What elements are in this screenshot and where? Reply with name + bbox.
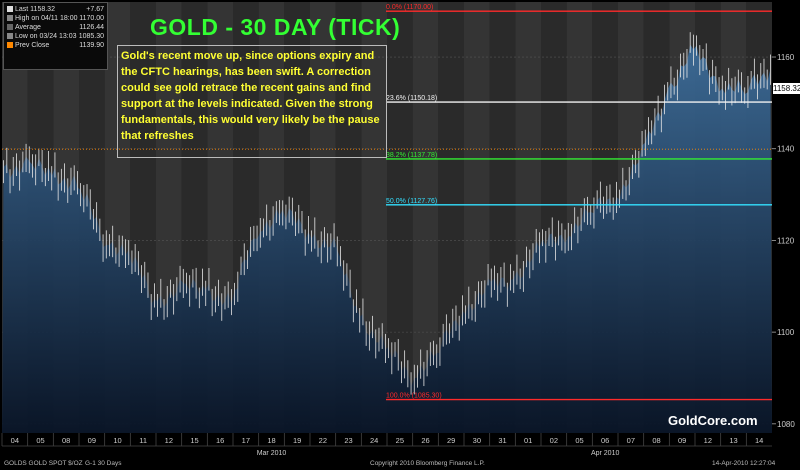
x-tick-label: 18 xyxy=(267,436,275,445)
x-tick-label: 06 xyxy=(601,436,609,445)
x-tick-label: 08 xyxy=(652,436,660,445)
fibonacci-label: 100.0% (1085.30) xyxy=(386,393,442,400)
fibonacci-label: 38.2% (1137.78) xyxy=(386,152,437,159)
prev-close-swatch-icon xyxy=(7,42,13,49)
fibonacci-label: 50.0% (1127.76) xyxy=(386,198,437,205)
x-tick-label: 07 xyxy=(627,436,635,445)
x-tick-label: 25 xyxy=(396,436,404,445)
x-tick-label: 29 xyxy=(447,436,455,445)
legend-avg-value: 1126.44 xyxy=(79,24,104,31)
legend-high-label: High on 04/11 18:00 xyxy=(15,15,78,22)
x-tick-label: 05 xyxy=(575,436,583,445)
high-swatch-icon xyxy=(7,15,13,22)
y-axis-panel xyxy=(772,0,800,458)
footer-symbol: GOLDS GOLD SPOT $/OZ xyxy=(4,460,83,467)
x-tick-label: 12 xyxy=(704,436,712,445)
x-tick-label: 17 xyxy=(242,436,250,445)
chart-legend: Last 1158.32 +7.67 High on 04/11 18:00 117… xyxy=(3,2,108,70)
x-tick-label: 09 xyxy=(678,436,686,445)
x-tick-label: 09 xyxy=(88,436,96,445)
legend-low-value: 1085.30 xyxy=(78,33,104,40)
x-tick-label: 30 xyxy=(473,436,481,445)
legend-avg-label: Average xyxy=(15,24,41,31)
legend-prev-value: 1139.90 xyxy=(79,42,104,49)
month-label: Apr 2010 xyxy=(591,450,620,457)
y-tick-label: 1140 xyxy=(777,145,795,154)
x-tick-label: 10 xyxy=(113,436,121,445)
y-tick-label: 1100 xyxy=(777,328,795,337)
legend-low-label: Low on 03/24 13:03 xyxy=(15,33,77,40)
x-tick-label: 12 xyxy=(165,436,173,445)
chart-title: GOLD - 30 DAY (TICK) xyxy=(150,14,401,40)
low-swatch-icon xyxy=(7,33,13,40)
x-tick-label: 26 xyxy=(421,436,429,445)
month-label: Mar 2010 xyxy=(257,450,287,457)
x-tick-label: 23 xyxy=(344,436,352,445)
legend-prev-label: Prev Close xyxy=(15,42,50,49)
x-tick-label: 13 xyxy=(729,436,737,445)
average-swatch-icon xyxy=(7,24,13,31)
x-tick-label: 04 xyxy=(11,436,19,445)
x-tick-label: 01 xyxy=(524,436,532,445)
x-tick-label: 08 xyxy=(62,436,70,445)
x-tick-label: 11 xyxy=(139,436,147,445)
legend-last-label: Last 1158.32 xyxy=(15,6,55,13)
x-tick-label: 02 xyxy=(550,436,558,445)
x-tick-label: 22 xyxy=(319,436,327,445)
y-tick-label: 1160 xyxy=(777,53,795,62)
x-tick-label: 14 xyxy=(755,436,763,445)
price-area xyxy=(2,44,772,434)
last-price-badge: 1158.32 xyxy=(773,83,800,94)
x-axis-panel xyxy=(0,433,800,458)
chart-footer: GOLDS GOLD SPOT $/OZ G-1 30 Days Copyrig… xyxy=(0,458,800,470)
x-tick-label: 16 xyxy=(216,436,224,445)
legend-high-value: 1170.00 xyxy=(79,15,104,22)
brand-watermark: GoldCore.com xyxy=(668,413,758,428)
fibonacci-label: 0.0% (1170.00) xyxy=(386,4,433,11)
y-tick-label: 1080 xyxy=(777,420,795,429)
x-tick-label: 15 xyxy=(190,436,198,445)
legend-last-change: +7.67 xyxy=(86,6,104,13)
x-tick-label: 19 xyxy=(293,436,301,445)
x-tick-label: 31 xyxy=(498,436,506,445)
footer-timestamp: 14-Apr-2010 12:27:04 xyxy=(712,460,776,467)
annotation-box: Gold's recent move up, since options exp… xyxy=(117,45,387,158)
x-tick-label: 24 xyxy=(370,436,378,445)
x-tick-label: 05 xyxy=(36,436,44,445)
y-tick-label: 1120 xyxy=(777,236,795,245)
footer-period: G-1 30 Days xyxy=(85,460,122,467)
fibonacci-label: 23.6% (1150.18) xyxy=(386,95,437,102)
footer-copyright: Copyright 2010 Bloomberg Finance L.P. xyxy=(370,460,485,467)
last-swatch-icon xyxy=(7,6,13,13)
